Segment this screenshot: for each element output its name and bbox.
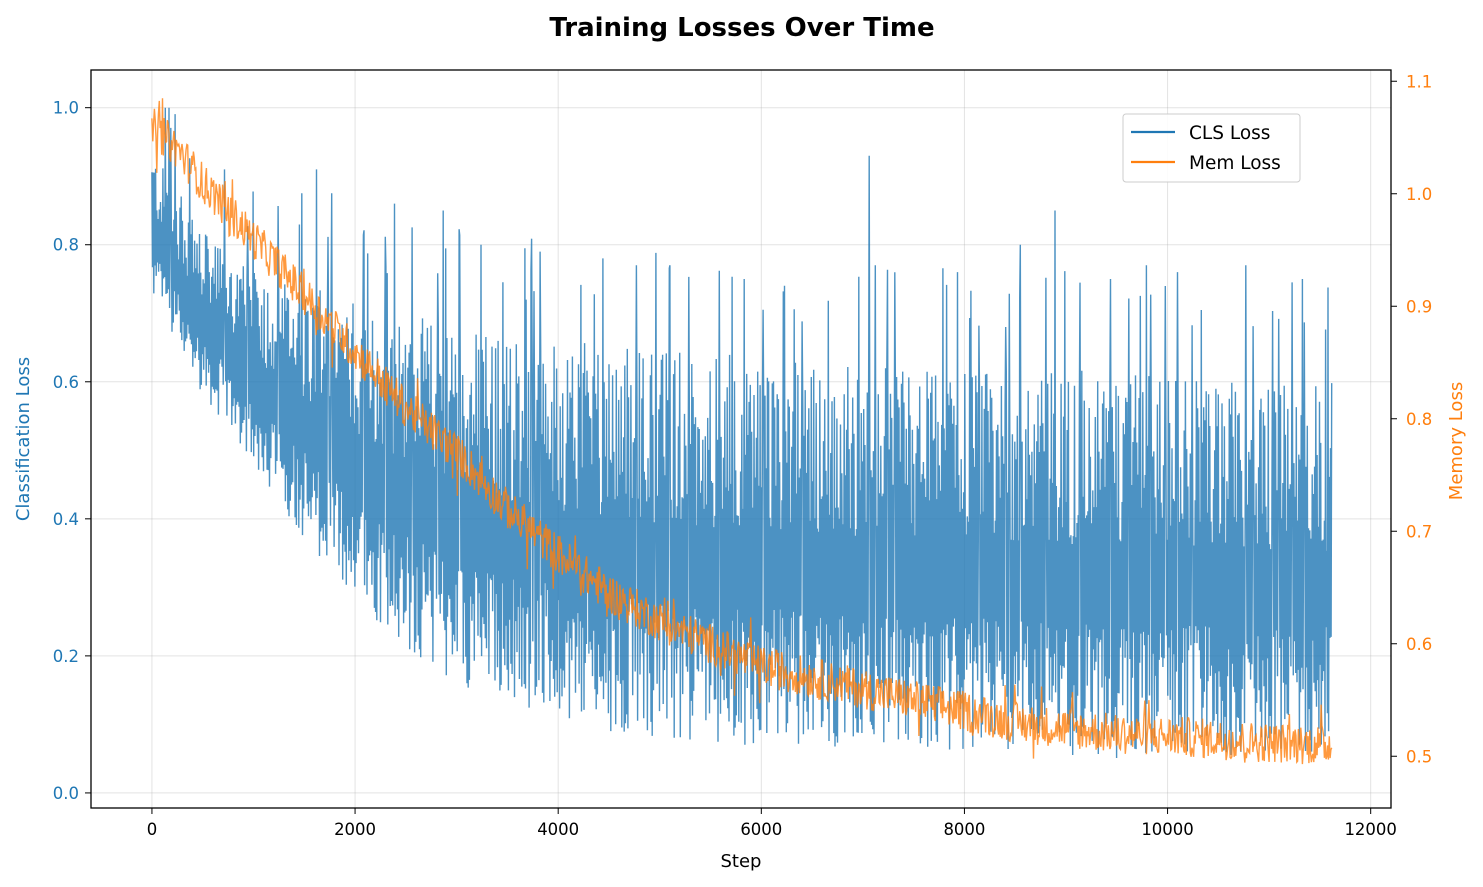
y-right-tick-label-2: 0.7 — [1406, 522, 1432, 541]
y-right-tick-label-4: 0.9 — [1406, 297, 1432, 316]
x-tick-label-4: 8000 — [943, 820, 985, 839]
y-right-tick-label-1: 0.6 — [1406, 635, 1432, 654]
y-left-tick-label-1: 0.2 — [53, 647, 79, 666]
y-left-tick-label-3: 0.6 — [53, 373, 79, 392]
x-tick-label-3: 6000 — [740, 820, 782, 839]
x-tick-label-1: 2000 — [334, 820, 376, 839]
y-right-axis-label: Memory Loss — [1446, 382, 1467, 500]
series-line-mem-loss — [151, 98, 1333, 765]
y-left-tick-label-0: 0.0 — [53, 784, 79, 803]
legend: CLS Loss Mem Loss — [1122, 113, 1301, 183]
y-left-axis-ticks: 0.0 0.2 0.4 0.6 0.8 1.0 — [53, 99, 91, 803]
x-tick-label-2: 4000 — [537, 820, 579, 839]
x-axis-label: Step — [721, 851, 762, 872]
legend-label-cls: CLS Loss — [1189, 123, 1270, 144]
y-left-tick-label-2: 0.4 — [53, 510, 79, 529]
y-right-tick-label-5: 1.0 — [1406, 185, 1432, 204]
x-axis-ticks: 0 2000 4000 6000 8000 10000 12000 — [147, 808, 1397, 839]
y-right-tick-label-0: 0.5 — [1406, 747, 1432, 766]
y-right-tick-label-3: 0.8 — [1406, 410, 1432, 429]
x-tick-label-6: 12000 — [1344, 820, 1397, 839]
legend-label-mem: Mem Loss — [1189, 153, 1281, 174]
chart-title: Training Losses Over Time — [549, 13, 934, 43]
y-right-axis-ticks: 0.5 0.6 0.7 0.8 0.9 1.0 1.1 — [1391, 72, 1432, 766]
series-line-cls-loss — [151, 107, 1333, 759]
y-left-tick-label-4: 0.8 — [53, 236, 79, 255]
series-layer — [151, 98, 1333, 765]
plot-frame — [90, 69, 1392, 809]
y-right-tick-label-6: 1.1 — [1406, 72, 1432, 91]
x-tick-label-0: 0 — [147, 820, 158, 839]
y-left-axis-label: Classification Loss — [13, 357, 34, 521]
y-left-tick-label-5: 1.0 — [53, 99, 79, 118]
x-tick-label-5: 10000 — [1141, 820, 1194, 839]
